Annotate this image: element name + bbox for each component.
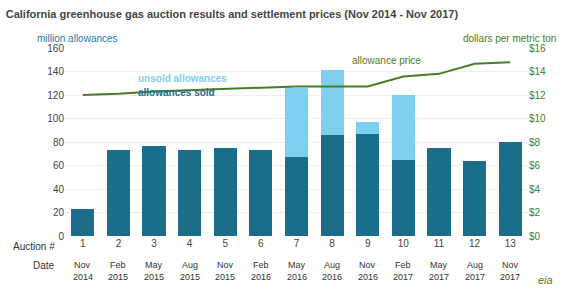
svg-text:Nov: Nov	[74, 260, 91, 270]
svg-text:1: 1	[80, 238, 86, 249]
svg-text:$14: $14	[529, 66, 546, 77]
svg-text:2015: 2015	[108, 272, 128, 282]
svg-text:120: 120	[47, 90, 64, 101]
svg-text:Nov: Nov	[502, 260, 519, 270]
svg-text:$0: $0	[529, 231, 541, 242]
svg-text:unsold allowances: unsold allowances	[138, 73, 227, 84]
svg-text:20: 20	[53, 207, 65, 218]
svg-text:6: 6	[258, 238, 264, 249]
svg-text:12: 12	[469, 238, 481, 249]
svg-text:$4: $4	[529, 184, 541, 195]
svg-text:May: May	[430, 260, 448, 270]
svg-text:allowances sold: allowances sold	[138, 87, 215, 98]
svg-text:160: 160	[47, 43, 64, 54]
svg-text:Feb: Feb	[110, 260, 126, 270]
svg-text:80: 80	[53, 137, 65, 148]
svg-text:May: May	[288, 260, 306, 270]
svg-text:eia: eia	[538, 274, 553, 286]
svg-text:10: 10	[398, 238, 410, 249]
svg-text:allowance price: allowance price	[352, 55, 421, 66]
svg-text:$6: $6	[529, 160, 541, 171]
svg-text:$12: $12	[529, 90, 546, 101]
svg-text:Feb: Feb	[253, 260, 269, 270]
svg-text:Feb: Feb	[395, 260, 411, 270]
svg-text:May: May	[145, 260, 163, 270]
svg-text:2015: 2015	[144, 272, 164, 282]
svg-text:13: 13	[505, 238, 517, 249]
svg-text:8: 8	[329, 238, 335, 249]
svg-text:2017: 2017	[393, 272, 413, 282]
svg-text:$2: $2	[529, 207, 541, 218]
svg-text:2017: 2017	[500, 272, 520, 282]
svg-text:2016: 2016	[358, 272, 378, 282]
svg-text:2016: 2016	[322, 272, 342, 282]
svg-text:$16: $16	[529, 43, 546, 54]
svg-text:3: 3	[151, 238, 157, 249]
svg-text:4: 4	[187, 238, 193, 249]
svg-text:million allowances: million allowances	[37, 33, 118, 44]
svg-text:2016: 2016	[251, 272, 271, 282]
svg-text:2: 2	[116, 238, 122, 249]
svg-text:$8: $8	[529, 137, 541, 148]
svg-text:Aug: Aug	[324, 260, 340, 270]
svg-text:California greenhouse gas auct: California greenhouse gas auction result…	[6, 8, 459, 20]
svg-text:Aug: Aug	[467, 260, 483, 270]
svg-text:11: 11	[434, 238, 445, 249]
svg-text:Nov: Nov	[359, 260, 376, 270]
svg-text:Date: Date	[33, 260, 55, 271]
svg-text:Auction #: Auction #	[13, 241, 55, 252]
svg-text:140: 140	[47, 66, 64, 77]
svg-text:2017: 2017	[429, 272, 449, 282]
svg-text:40: 40	[53, 184, 65, 195]
svg-text:9: 9	[365, 238, 371, 249]
svg-text:dollars per metric ton: dollars per metric ton	[463, 33, 556, 44]
svg-text:2016: 2016	[287, 272, 307, 282]
svg-text:2014: 2014	[73, 272, 93, 282]
svg-text:100: 100	[47, 113, 64, 124]
svg-text:Nov: Nov	[217, 260, 234, 270]
svg-text:Aug: Aug	[182, 260, 198, 270]
svg-text:$10: $10	[529, 113, 546, 124]
svg-text:2015: 2015	[180, 272, 200, 282]
svg-text:2017: 2017	[465, 272, 485, 282]
svg-text:60: 60	[53, 160, 65, 171]
svg-text:0: 0	[58, 231, 64, 242]
svg-text:5: 5	[222, 238, 228, 249]
svg-text:2015: 2015	[215, 272, 235, 282]
svg-text:7: 7	[294, 238, 300, 249]
